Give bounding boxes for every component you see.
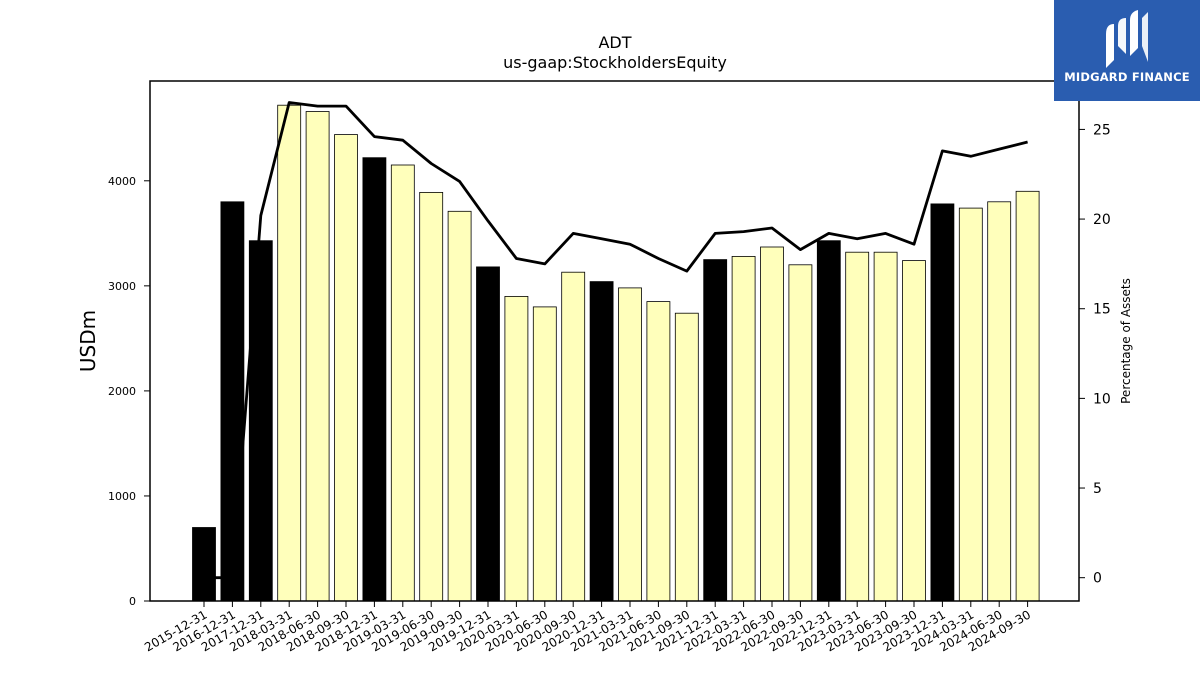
- y-axis-left: 0 1000 2000 3000 4000: [108, 175, 150, 608]
- bar-2017-12-31: [248, 240, 273, 602]
- y2-axis-label: Percentage of Assets: [1119, 278, 1133, 404]
- percentage-line: [204, 101, 1028, 580]
- y2-tick-label: 10: [1093, 391, 1111, 407]
- bar-2021-03-31: [618, 287, 642, 602]
- chart-title: ADT: [598, 33, 631, 52]
- bar-2023-12-31: [930, 203, 955, 602]
- bar-2020-12-31: [589, 281, 614, 602]
- bar-2018-06-30: [305, 111, 330, 602]
- bar-2019-03-31: [390, 164, 415, 602]
- bar-2022-09-30: [788, 264, 813, 602]
- y-tick-label: 3000: [108, 280, 136, 293]
- bar-2024-03-31: [958, 207, 983, 602]
- bar-2019-09-30: [447, 210, 472, 602]
- bar-2023-06-30: [873, 251, 898, 602]
- bar-2020-06-30: [532, 306, 557, 602]
- chart-subtitle: us-gaap:StockholdersEquity: [503, 53, 727, 72]
- bar-2023-09-30: [902, 260, 926, 602]
- midgard-logo-icon: [1106, 10, 1148, 68]
- y2-tick-label: 5: [1093, 481, 1102, 497]
- bar-2015-12-31: [192, 527, 216, 602]
- bar-2022-06-30: [760, 246, 784, 602]
- y-axis-right: 0 5 10 15 20 25: [1079, 122, 1111, 587]
- logo-text: MIDGARD FINANCE: [1064, 70, 1190, 84]
- x-axis: 2015-12-312016-12-312017-12-312018-03-31…: [142, 601, 1033, 654]
- bar-2019-06-30: [419, 191, 444, 602]
- bar-2022-12-31: [816, 240, 841, 602]
- bar-2023-03-31: [845, 251, 870, 602]
- y-tick-label: 4000: [108, 175, 136, 188]
- y2-tick-label: 20: [1093, 212, 1111, 228]
- bar-series: [192, 104, 1040, 602]
- bar-2018-12-31: [362, 157, 387, 602]
- y-tick-label: 2000: [108, 385, 136, 398]
- y2-tick-label: 25: [1093, 122, 1111, 138]
- bar-2021-12-31: [703, 259, 728, 602]
- bar-2022-03-31: [731, 255, 756, 602]
- y-tick-label: 1000: [108, 490, 136, 503]
- bar-2021-09-30: [674, 312, 699, 602]
- bar-2020-03-31: [504, 295, 529, 602]
- y-axis-label: USDm: [76, 310, 100, 372]
- y2-tick-label: 0: [1093, 571, 1102, 587]
- y2-tick-label: 15: [1093, 302, 1111, 318]
- bar-2024-06-30: [987, 201, 1012, 602]
- bar-2016-12-31: [220, 201, 245, 602]
- plot-frame: [149, 80, 1080, 602]
- bar-2019-12-31: [476, 266, 500, 602]
- bar-2018-03-31: [277, 104, 302, 602]
- y-tick-label: 0: [129, 595, 136, 608]
- bar-2021-06-30: [646, 301, 671, 602]
- bar-2020-09-30: [561, 271, 586, 602]
- brand-logo: MIDGARD FINANCE: [1054, 0, 1200, 101]
- bar-2024-09-30: [1015, 190, 1040, 602]
- bar-2018-09-30: [334, 134, 358, 602]
- line-series: [204, 101, 1028, 580]
